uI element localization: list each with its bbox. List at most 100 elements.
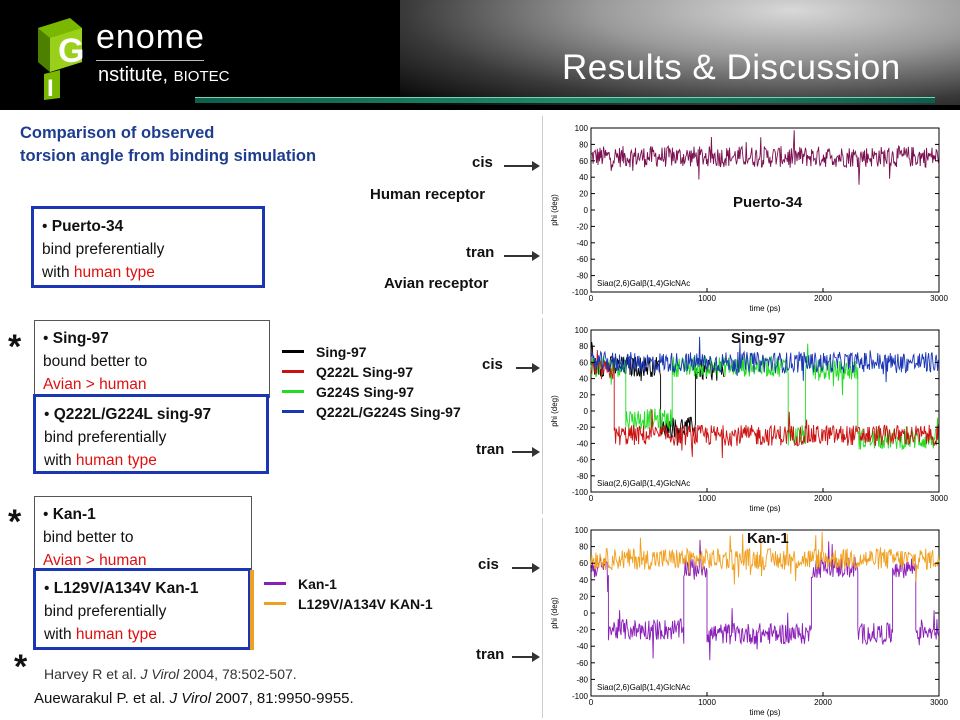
logo-text-institute-word: nstitute,: [98, 64, 169, 86]
y-tick-label: 40: [579, 173, 588, 182]
label-human-receptor: Human receptor: [370, 186, 486, 203]
section-title-line-1: Comparison of observed: [20, 124, 215, 142]
x-axis-label: time (ps): [749, 304, 780, 313]
logo-letter-g: G: [58, 32, 84, 70]
y-axis-label: phi (deg): [550, 194, 559, 226]
legend-label: Q222L Sing-97: [316, 364, 414, 380]
y-tick-label: 60: [579, 157, 588, 166]
puerto-name: Puerto-34: [51, 218, 124, 235]
sing-line3: Avian > human: [43, 376, 147, 393]
label-cis-1: cis: [472, 154, 493, 171]
arrow-cis-2: [516, 363, 540, 373]
x-tick-label: 1000: [698, 494, 716, 503]
reference-1-authors: Harvey R et al.: [44, 666, 141, 682]
series-line-2: [590, 349, 940, 459]
x-tick-label: 2000: [814, 698, 832, 707]
legend-sing-item: Sing-97: [282, 342, 461, 362]
y-axis-label: phi (deg): [550, 597, 559, 629]
legend-label: Kan-1: [298, 576, 337, 592]
label-cis-3: cis: [478, 556, 499, 573]
y-tick-label: 0: [584, 407, 589, 416]
logo-text-institute: nstitute, BIOTEC: [98, 64, 229, 87]
y-tick-label: 0: [584, 206, 589, 215]
y-tick-label: -60: [576, 456, 588, 465]
legend-kan-item: L129V/A134V KAN-1: [264, 594, 433, 614]
kan-mutant-line2: bind preferentially: [44, 603, 167, 620]
y-tick-label: -20: [576, 222, 588, 231]
y-tick-label: -100: [572, 692, 589, 701]
chart-panel-kan: -100 -80 -60 -40 -20 0 20 40 60 80 100 0 1000 2000 300…: [542, 518, 960, 718]
header-banner: G I enome nstitute, BIOTEC Results & Dis…: [0, 0, 960, 110]
logo-letter-i: I: [47, 75, 54, 100]
x-axis-label: time (ps): [749, 504, 780, 513]
legend-swatch: [264, 602, 286, 605]
reference-1-journal: J Virol: [140, 666, 180, 682]
sing-line2: bound better to: [43, 353, 148, 370]
kan-mutant-box: • L129V/A134V Kan-1 bind preferentially …: [33, 568, 251, 650]
y-tick-label: 100: [575, 326, 589, 335]
y-tick-label: -20: [576, 626, 588, 635]
kan-mutant-accent: [250, 570, 254, 650]
star-reference: *: [14, 648, 28, 686]
chart-sing-title: Sing-97: [731, 330, 786, 347]
sing-mutant-line3b: human type: [75, 452, 157, 469]
reference-2-detail: 2007, 81:9950-9955.: [211, 690, 354, 707]
x-tick-label: 3000: [930, 494, 948, 503]
y-axis-label: phi (deg): [550, 395, 559, 427]
kan-box: • Kan-1 bind better to Avian > human: [34, 496, 252, 574]
y-tick-label: 0: [584, 609, 589, 618]
logo-text-biotec: BIOTEC: [173, 68, 230, 85]
legend-swatch: [282, 410, 304, 413]
reference-1-detail: 2004, 78:502-507.: [179, 666, 297, 682]
kan-mutant-name: L129V/A134V Kan-1: [53, 580, 199, 597]
chart-panel-puerto: -100 -80 -60 -40 -20 0 20 40 60 80 100 0 1000 2000 300…: [542, 116, 960, 314]
chart-puerto-title: Puerto-34: [733, 194, 803, 211]
y-tick-label: -40: [576, 239, 588, 248]
legend-sing: Sing-97 Q222L Sing-97 G224S Sing-97 Q222…: [282, 342, 461, 422]
header-glow: [400, 0, 960, 105]
puerto-box: • Puerto-34 bind preferentially with hum…: [31, 206, 265, 288]
x-tick-label: 0: [589, 698, 594, 707]
y-tick-label: 80: [579, 342, 588, 351]
slide-title: Results & Discussion: [562, 48, 901, 87]
sing-mutant-line3a: with: [44, 452, 76, 469]
legend-label: G224S Sing-97: [316, 384, 415, 400]
x-tick-label: 1000: [698, 294, 716, 303]
y-tick-label: 60: [579, 559, 588, 568]
legend-sing-item: Q222L/G224S Sing-97: [282, 402, 461, 422]
y-tick-label: 100: [575, 124, 589, 133]
x-tick-label: 3000: [930, 294, 948, 303]
y-tick-label: -20: [576, 423, 588, 432]
sing-mutant-name: Q222L/G224L sing-97: [53, 406, 212, 423]
y-tick-label: -40: [576, 439, 588, 448]
legend-label: Q222L/G224S Sing-97: [316, 404, 461, 420]
y-tick-label: -80: [576, 472, 588, 481]
y-tick-label: 80: [579, 543, 588, 552]
y-tick-label: 60: [579, 358, 588, 367]
kan-mutant-line3b: human type: [75, 626, 157, 643]
chart-kan-title: Kan-1: [747, 530, 789, 547]
y-tick-label: 20: [579, 391, 588, 400]
arrow-tran-1: [504, 251, 540, 261]
y-tick-label: 40: [579, 576, 588, 585]
label-cis-2: cis: [482, 356, 503, 373]
series-line-1: [590, 531, 940, 585]
y-tick-label: -40: [576, 642, 588, 651]
star-sing: *: [8, 328, 22, 366]
puerto-line2: bind preferentially: [42, 241, 165, 258]
logo-text-enome: enome: [96, 18, 205, 56]
arrow-cis-1: [504, 161, 540, 171]
x-tick-label: 1000: [698, 698, 716, 707]
series-line-0: [590, 539, 940, 661]
plot-annotation: Siaα(2,6)Galβ(1,4)GlcNAc: [597, 479, 690, 488]
y-tick-label: -80: [576, 675, 588, 684]
legend-kan: Kan-1 L129V/A134V KAN-1: [264, 574, 433, 614]
puerto-line3b: human type: [73, 264, 155, 281]
y-tick-label: -60: [576, 659, 588, 668]
section-title-line-2: torsion angle from binding simulation: [20, 147, 317, 165]
kan-mutant-line3a: with: [44, 626, 76, 643]
x-tick-label: 0: [589, 494, 594, 503]
